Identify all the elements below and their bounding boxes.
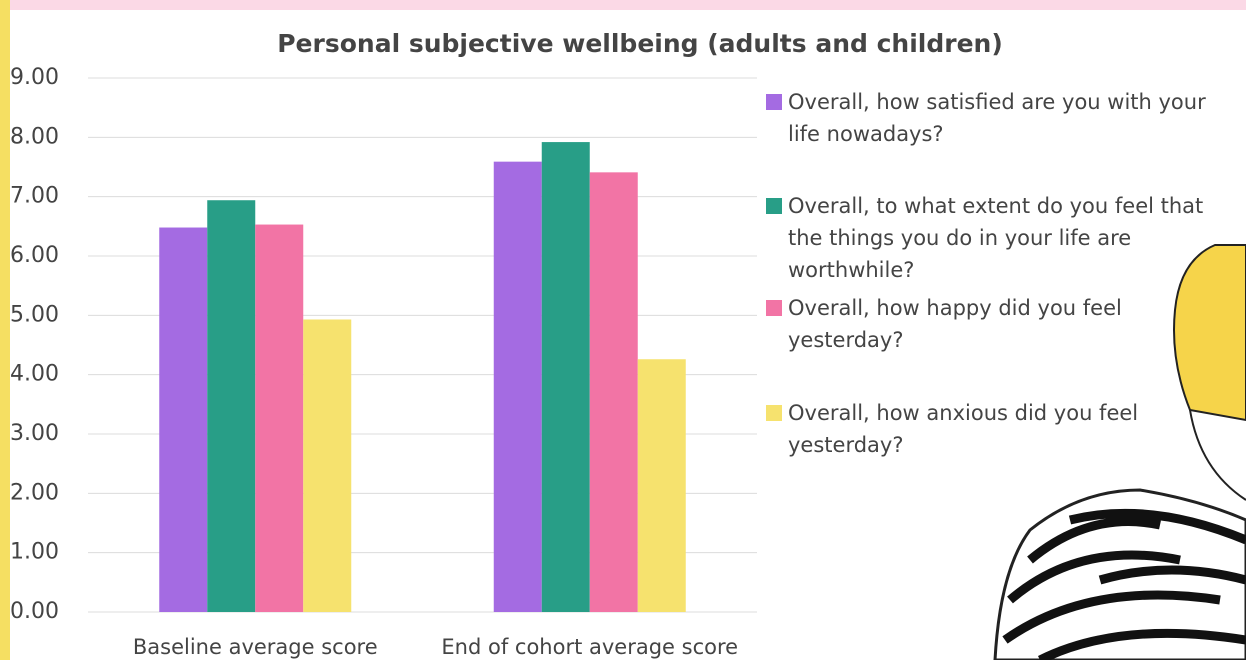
y-tick-label: 8.00 xyxy=(10,124,59,149)
y-tick-label: 4.00 xyxy=(10,362,59,387)
y-tick-label: 3.00 xyxy=(10,421,59,446)
top-band xyxy=(0,0,1246,10)
legend-label: Overall, how satisfied are you with your… xyxy=(788,86,1236,150)
bar xyxy=(542,142,590,612)
legend-label: Overall, how happy did you feel yesterda… xyxy=(788,292,1236,356)
y-tick-label: 6.00 xyxy=(10,243,59,268)
legend-entry: Overall, how satisfied are you with your… xyxy=(766,86,1236,150)
legend-label: Overall, to what extent do you feel that… xyxy=(788,190,1236,286)
legend-swatch xyxy=(766,300,782,316)
y-tick-label: 1.00 xyxy=(10,540,59,565)
x-tick-label: End of cohort average score xyxy=(441,635,738,659)
legend-swatch xyxy=(766,198,782,214)
y-tick-label: 7.00 xyxy=(10,184,59,209)
page: Personal subjective wellbeing (adults an… xyxy=(0,0,1246,660)
side-band xyxy=(0,0,10,660)
x-tick-label: Baseline average score xyxy=(133,635,378,659)
chart-title: Personal subjective wellbeing (adults an… xyxy=(277,29,1003,58)
legend-swatch xyxy=(766,94,782,110)
bar xyxy=(494,162,542,612)
y-tick-label: 2.00 xyxy=(10,480,59,505)
bar xyxy=(638,359,686,612)
bar xyxy=(159,228,207,612)
bar xyxy=(590,172,638,612)
bar xyxy=(207,200,255,612)
legend-swatch xyxy=(766,405,782,421)
legend-entry: Overall, how happy did you feel yesterda… xyxy=(766,292,1236,356)
bar xyxy=(303,319,351,612)
y-tick-label: 0.00 xyxy=(10,599,59,624)
legend-label: Overall, how anxious did you feel yester… xyxy=(788,397,1236,461)
legend-entry: Overall, to what extent do you feel that… xyxy=(766,190,1236,286)
bar xyxy=(255,225,303,612)
y-tick-label: 5.00 xyxy=(10,302,59,327)
legend-entry: Overall, how anxious did you feel yester… xyxy=(766,397,1236,461)
y-tick-label: 9.00 xyxy=(10,65,59,90)
